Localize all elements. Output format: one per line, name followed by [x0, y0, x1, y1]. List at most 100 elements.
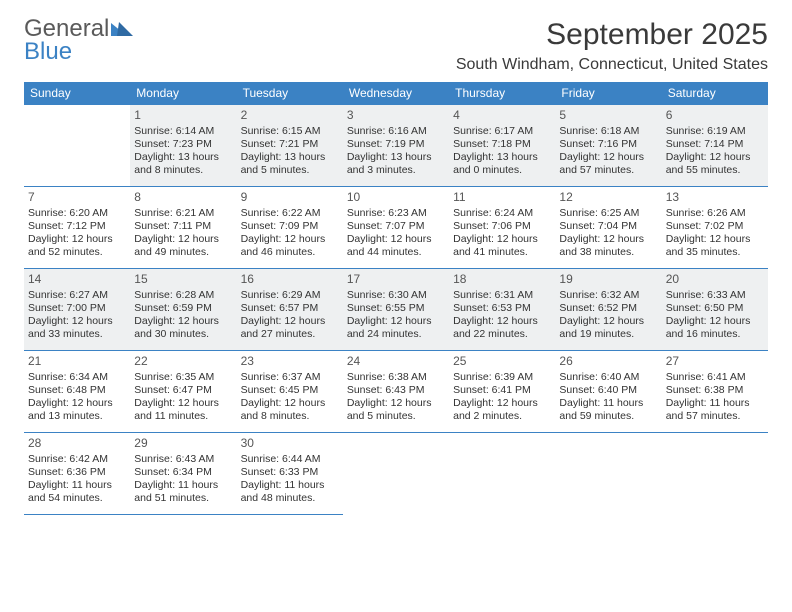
daylight-text: Daylight: 12 hours and 33 minutes. — [28, 315, 126, 341]
day-number: 4 — [453, 108, 551, 123]
daylight-text: Daylight: 12 hours and 30 minutes. — [134, 315, 232, 341]
day-number: 1 — [134, 108, 232, 123]
day-number: 8 — [134, 190, 232, 205]
sunrise-text: Sunrise: 6:42 AM — [28, 453, 126, 466]
calendar-cell: 15Sunrise: 6:28 AMSunset: 6:59 PMDayligh… — [130, 269, 236, 351]
calendar-cell: 26Sunrise: 6:40 AMSunset: 6:40 PMDayligh… — [555, 351, 661, 433]
sunrise-text: Sunrise: 6:33 AM — [666, 289, 764, 302]
calendar-cell: 24 Sunrise: 6:38 AMSunset: 6:43 PMDayligh… — [343, 351, 449, 433]
sunrise-text: Sunrise: 6:14 AM — [134, 125, 232, 138]
daylight-text: Daylight: 13 hours and 5 minutes. — [241, 151, 339, 177]
daylight-text: Daylight: 12 hours and 13 minutes. — [28, 397, 126, 423]
sunrise-text: Sunrise: 6:37 AM — [241, 371, 339, 384]
sunrise-text: Sunrise: 6:26 AM — [666, 207, 764, 220]
sunset-text: Sunset: 7:11 PM — [134, 220, 232, 233]
sunrise-text: Sunrise: 6:20 AM — [28, 207, 126, 220]
day-number: 18 — [453, 272, 551, 287]
sunset-text: Sunset: 7:12 PM — [28, 220, 126, 233]
day-header: Saturday — [662, 82, 768, 105]
logo: General Blue — [24, 18, 133, 64]
calendar-cell: 30 Sunrise: 6:44 AMSunset: 6:33 PMDayligh… — [237, 433, 343, 515]
calendar-cell: 27Sunrise: 6:41 AMSunset: 6:38 PMDayligh… — [662, 351, 768, 433]
day-header: Thursday — [449, 82, 555, 105]
calendar-cell: 7Sunrise: 6:20 AMSunset: 7:12 PMDaylight… — [24, 187, 130, 269]
day-info: Sunrise: 6:38 AMSunset: 6:43 PMDaylight:… — [347, 371, 445, 424]
day-info: Sunrise: 6:37 AMSunset: 6:45 PMDaylight:… — [241, 371, 339, 424]
sunrise-text: Sunrise: 6:43 AM — [134, 453, 232, 466]
daylight-text: Daylight: 12 hours and 38 minutes. — [559, 233, 657, 259]
sunrise-text: Sunrise: 6:22 AM — [241, 207, 339, 220]
daylight-text: Daylight: 12 hours and 35 minutes. — [666, 233, 764, 259]
day-info: Sunrise: 6:34 AMSunset: 6:48 PMDaylight:… — [28, 371, 126, 424]
day-number: 10 — [347, 190, 445, 205]
day-number: 15 — [134, 272, 232, 287]
sunset-text: Sunset: 7:16 PM — [559, 138, 657, 151]
sunset-text: Sunset: 6:33 PM — [241, 466, 339, 479]
day-header: Tuesday — [237, 82, 343, 105]
daylight-text: Daylight: 11 hours and 59 minutes. — [559, 397, 657, 423]
calendar-cell: 14Sunrise: 6:27 AMSunset: 7:00 PMDayligh… — [24, 269, 130, 351]
daylight-text: Daylight: 11 hours and 48 minutes. — [241, 479, 339, 505]
calendar-row: 14Sunrise: 6:27 AMSunset: 7:00 PMDayligh… — [24, 269, 768, 351]
sunset-text: Sunset: 7:19 PM — [347, 138, 445, 151]
day-number: 23 — [241, 354, 339, 369]
day-number: 27 — [666, 354, 764, 369]
sunset-text: Sunset: 7:04 PM — [559, 220, 657, 233]
sunset-text: Sunset: 6:48 PM — [28, 384, 126, 397]
daylight-text: Daylight: 12 hours and 16 minutes. — [666, 315, 764, 341]
sunset-text: Sunset: 6:53 PM — [453, 302, 551, 315]
calendar-table: Sunday Monday Tuesday Wednesday Thursday… — [24, 82, 768, 515]
sunrise-text: Sunrise: 6:38 AM — [347, 371, 445, 384]
day-info: Sunrise: 6:18 AMSunset: 7:16 PMDaylight:… — [559, 125, 657, 178]
day-number: 5 — [559, 108, 657, 123]
daylight-text: Daylight: 12 hours and 5 minutes. — [347, 397, 445, 423]
sunset-text: Sunset: 6:52 PM — [559, 302, 657, 315]
day-header-row: Sunday Monday Tuesday Wednesday Thursday… — [24, 82, 768, 105]
day-number: 13 — [666, 190, 764, 205]
sunrise-text: Sunrise: 6:18 AM — [559, 125, 657, 138]
calendar-cell — [449, 433, 555, 515]
calendar-cell: 23 Sunrise: 6:37 AMSunset: 6:45 PMDayligh… — [237, 351, 343, 433]
page-title: September 2025 — [456, 18, 768, 52]
day-number: 22 — [134, 354, 232, 369]
sunset-text: Sunset: 6:36 PM — [28, 466, 126, 479]
sunrise-text: Sunrise: 6:44 AM — [241, 453, 339, 466]
daylight-text: Daylight: 11 hours and 57 minutes. — [666, 397, 764, 423]
daylight-text: Daylight: 13 hours and 3 minutes. — [347, 151, 445, 177]
day-number: 30 — [241, 436, 339, 451]
sunrise-text: Sunrise: 6:19 AM — [666, 125, 764, 138]
daylight-text: Daylight: 13 hours and 0 minutes. — [453, 151, 551, 177]
sunset-text: Sunset: 6:55 PM — [347, 302, 445, 315]
day-info: Sunrise: 6:44 AMSunset: 6:33 PMDaylight:… — [241, 453, 339, 506]
sunrise-text: Sunrise: 6:28 AM — [134, 289, 232, 302]
sunset-text: Sunset: 6:34 PM — [134, 466, 232, 479]
daylight-text: Daylight: 12 hours and 19 minutes. — [559, 315, 657, 341]
day-info: Sunrise: 6:31 AMSunset: 6:53 PMDaylight:… — [453, 289, 551, 342]
calendar-cell: 10Sunrise: 6:23 AMSunset: 7:07 PMDayligh… — [343, 187, 449, 269]
sunrise-text: Sunrise: 6:16 AM — [347, 125, 445, 138]
sunrise-text: Sunrise: 6:40 AM — [559, 371, 657, 384]
day-number: 29 — [134, 436, 232, 451]
day-info: Sunrise: 6:27 AMSunset: 7:00 PMDaylight:… — [28, 289, 126, 342]
day-header: Monday — [130, 82, 236, 105]
day-number: 24 — [347, 354, 445, 369]
title-block: September 2025 South Windham, Connecticu… — [456, 18, 768, 74]
sunrise-text: Sunrise: 6:24 AM — [453, 207, 551, 220]
sunset-text: Sunset: 6:38 PM — [666, 384, 764, 397]
day-info: Sunrise: 6:24 AMSunset: 7:06 PMDaylight:… — [453, 207, 551, 260]
daylight-text: Daylight: 12 hours and 55 minutes. — [666, 151, 764, 177]
day-info: Sunrise: 6:21 AMSunset: 7:11 PMDaylight:… — [134, 207, 232, 260]
calendar-row: 28Sunrise: 6:42 AMSunset: 6:36 PMDayligh… — [24, 433, 768, 515]
day-info: Sunrise: 6:35 AMSunset: 6:47 PMDaylight:… — [134, 371, 232, 424]
day-number: 16 — [241, 272, 339, 287]
day-info: Sunrise: 6:29 AMSunset: 6:57 PMDaylight:… — [241, 289, 339, 342]
calendar-cell: 18 Sunrise: 6:31 AMSunset: 6:53 PMDayligh… — [449, 269, 555, 351]
calendar-cell: 4Sunrise: 6:17 AMSunset: 7:18 PMDaylight… — [449, 105, 555, 187]
sunset-text: Sunset: 7:14 PM — [666, 138, 764, 151]
day-header: Friday — [555, 82, 661, 105]
sunrise-text: Sunrise: 6:21 AM — [134, 207, 232, 220]
calendar-cell: 12Sunrise: 6:25 AMSunset: 7:04 PMDayligh… — [555, 187, 661, 269]
day-number: 25 — [453, 354, 551, 369]
daylight-text: Daylight: 12 hours and 57 minutes. — [559, 151, 657, 177]
sunrise-text: Sunrise: 6:31 AM — [453, 289, 551, 302]
